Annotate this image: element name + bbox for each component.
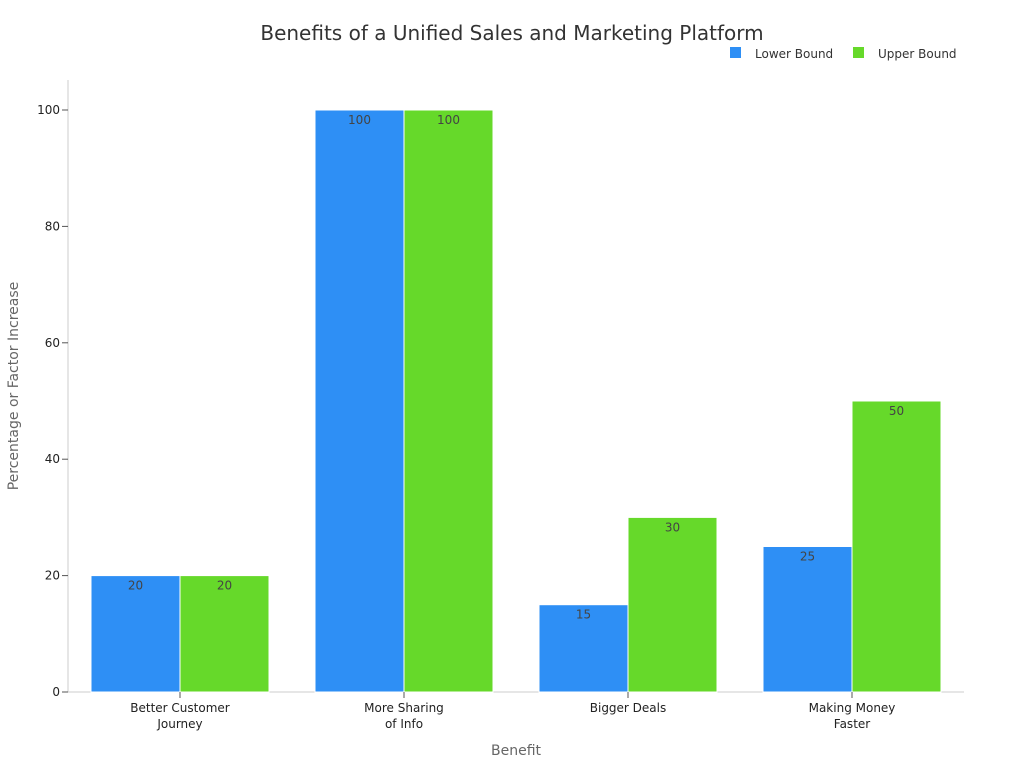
bar-value-label: 50 (889, 404, 904, 418)
legend-swatch (853, 47, 864, 58)
bar (851, 400, 942, 693)
x-tick-label: Making Money Faster (809, 701, 896, 731)
bar-value-label: 100 (348, 113, 371, 127)
chart-title: Benefits of a Unified Sales and Marketin… (260, 21, 763, 45)
bar (179, 575, 270, 693)
bar (90, 575, 181, 693)
y-tick-label: 20 (45, 569, 60, 583)
bar-value-label: 15 (576, 608, 591, 622)
y-axis-title: Percentage or Factor Increase (6, 282, 22, 491)
legend-swatch (730, 47, 741, 58)
bar-value-label: 20 (217, 579, 232, 593)
bar-value-label: 30 (665, 520, 680, 534)
bar (403, 109, 494, 693)
legend: Lower Bound Upper Bound (730, 47, 957, 61)
bar (538, 604, 629, 693)
y-tick-label: 80 (45, 219, 60, 233)
x-tick-label: Better Customer Journey (130, 701, 230, 731)
y-tick-label: 40 (45, 452, 60, 466)
bar-value-label: 100 (437, 113, 460, 127)
x-axis-title: Benefit (491, 743, 542, 759)
bar (627, 516, 718, 693)
bar (762, 546, 853, 693)
legend-label: Upper Bound (878, 47, 957, 61)
bar-value-label: 20 (128, 579, 143, 593)
x-tick-label: More Sharing of Info (364, 701, 444, 731)
y-tick-label: 0 (52, 685, 60, 699)
bar (314, 109, 405, 693)
bars (90, 109, 942, 693)
y-axis-ticks: 0 20 40 60 80 100 (37, 103, 68, 699)
y-tick-label: 60 (45, 336, 60, 350)
x-tick-label: Bigger Deals (590, 701, 667, 715)
x-axis-ticks: Better Customer Journey More Sharing of Inf… (130, 692, 895, 731)
bar-value-label: 25 (800, 550, 815, 564)
y-tick-label: 100 (37, 103, 60, 117)
bar-labels: 20 20 100 100 15 30 25 50 (128, 113, 904, 622)
legend-label: Lower Bound (755, 47, 833, 61)
